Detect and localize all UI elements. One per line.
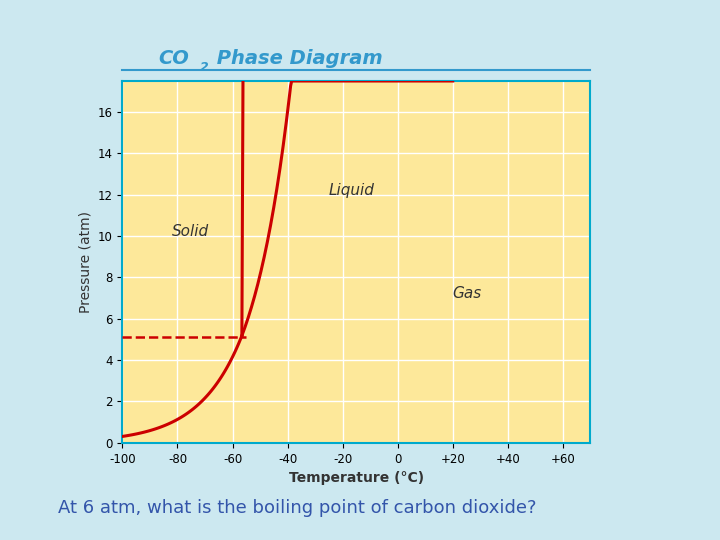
Text: Gas: Gas [453,286,482,301]
Text: Solid: Solid [172,224,209,239]
Text: CO: CO [158,49,189,68]
Text: Liquid: Liquid [329,183,374,198]
Text: Phase Diagram: Phase Diagram [210,49,383,68]
Y-axis label: Pressure (atm): Pressure (atm) [78,211,92,313]
X-axis label: Temperature (°C): Temperature (°C) [289,471,424,485]
Text: At 6 atm, what is the boiling point of carbon dioxide?: At 6 atm, what is the boiling point of c… [58,498,536,517]
Text: 2: 2 [199,61,208,74]
